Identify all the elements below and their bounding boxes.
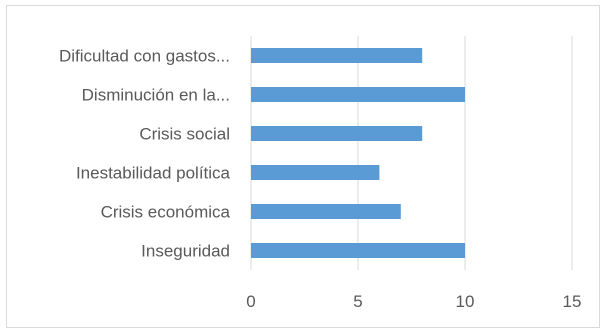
x-tick-label: 15 — [563, 292, 582, 311]
bar — [251, 243, 465, 258]
category-label: Inestabilidad política — [76, 164, 231, 183]
bar — [251, 126, 423, 141]
category-label: Inseguridad — [141, 242, 230, 261]
x-tick-label: 10 — [456, 292, 475, 311]
bar — [251, 165, 380, 180]
bar — [251, 48, 423, 63]
bar — [251, 204, 401, 219]
x-axis-tick-labels: 0 5 10 15 — [246, 292, 581, 311]
category-label: Disminución en la... — [82, 86, 230, 105]
x-tick-label: 0 — [246, 292, 255, 311]
category-label: Dificultad con gastos... — [59, 47, 230, 66]
bar — [251, 87, 465, 102]
gridlines — [250, 36, 573, 270]
category-label: Crisis económica — [101, 203, 231, 222]
category-label: Crisis social — [139, 125, 230, 144]
x-tick-label: 5 — [353, 292, 362, 311]
bars — [251, 48, 465, 258]
category-labels: Dificultad con gastos... Disminución en … — [59, 47, 231, 261]
